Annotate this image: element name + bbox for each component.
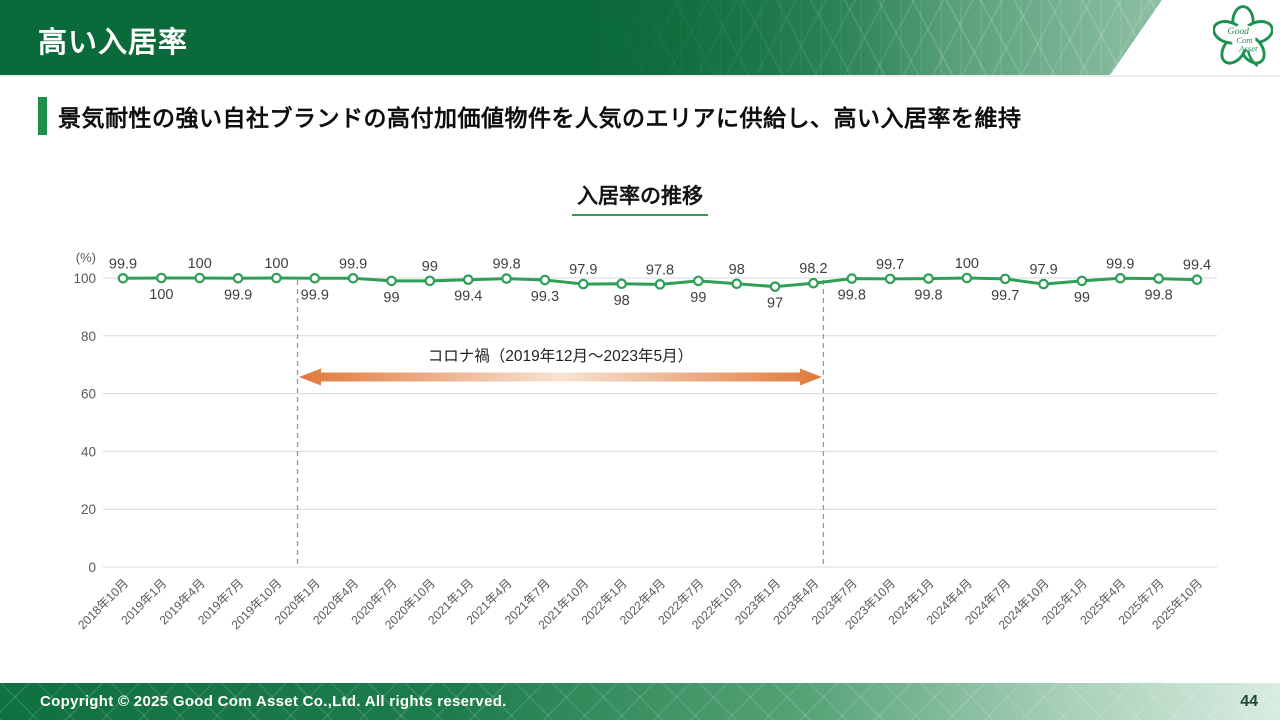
x-tick-label: 2018年10月: [75, 576, 131, 632]
page-title: 高い入居率: [38, 27, 189, 59]
data-point-label: 99.9: [109, 256, 137, 272]
data-point-label: 97.8: [646, 262, 674, 278]
data-point-marker: [232, 272, 244, 284]
data-point-label: 97: [767, 296, 783, 312]
y-tick-label: 100: [73, 271, 96, 286]
data-point-label: 98.2: [799, 261, 827, 277]
data-point-label: 99.4: [1183, 258, 1211, 274]
y-tick-label: 0: [88, 560, 96, 575]
data-point-label: 99.7: [876, 257, 904, 273]
data-point-label: 99.8: [1145, 288, 1173, 304]
data-point-marker: [769, 281, 781, 292]
data-point-marker: [1114, 272, 1126, 284]
data-point-label: 98: [729, 262, 745, 278]
accent-bar: [38, 97, 47, 135]
data-point-marker: [1038, 278, 1049, 290]
data-point-marker: [693, 275, 704, 287]
flower-icon: [1213, 5, 1273, 68]
data-point-label: 99.8: [492, 257, 520, 273]
data-point-marker: [156, 272, 167, 284]
data-point-marker: [616, 278, 627, 290]
data-point-marker: [347, 272, 359, 284]
data-point-marker: [539, 274, 551, 286]
logo-text-asset: Asset: [1238, 44, 1258, 54]
data-point-marker: [1153, 273, 1164, 284]
data-point-label: 100: [149, 287, 173, 303]
header-bar: 高い入居率 Good Com Asset: [0, 0, 1280, 77]
data-point-marker: [731, 278, 743, 290]
copyright-text: Copyright © 2025 Good Com Asset Co.,Ltd.…: [40, 693, 507, 710]
data-point-label: 99: [1074, 290, 1090, 306]
data-point-label: 99.9: [339, 256, 367, 272]
data-point-label: 99.9: [224, 287, 252, 303]
data-point-marker: [808, 277, 819, 289]
data-point-marker: [424, 275, 436, 287]
y-axis-unit-label: (%): [76, 250, 96, 265]
data-point-label: 99: [383, 290, 399, 306]
data-point-marker: [501, 273, 512, 284]
data-point-label: 99.8: [838, 288, 866, 304]
company-logo-icon: Good Com Asset: [1213, 5, 1273, 68]
data-point-marker: [1191, 274, 1203, 286]
covid-period-arrow: [299, 368, 822, 386]
data-point-marker: [846, 273, 858, 284]
page-number: 44: [1240, 693, 1258, 710]
data-point-label: 99.9: [301, 287, 329, 303]
logo-text-com: Com: [1236, 35, 1252, 45]
data-point-marker: [271, 272, 282, 284]
y-tick-label: 80: [81, 329, 96, 344]
data-point-marker: [309, 272, 321, 284]
footer-bar: Copyright © 2025 Good Com Asset Co.,Ltd.…: [0, 683, 1280, 720]
data-point-label: 99.4: [454, 289, 482, 305]
data-point-label: 100: [955, 256, 979, 272]
chart-title: 入居率の推移: [0, 180, 1280, 216]
data-point-label: 98: [614, 293, 630, 309]
y-tick-label: 60: [81, 387, 96, 402]
data-point-label: 97.9: [569, 262, 597, 278]
data-point-marker: [999, 273, 1011, 285]
data-point-marker: [462, 274, 474, 286]
data-point-marker: [923, 273, 934, 284]
data-point-marker: [117, 272, 129, 284]
data-point-label: 99.9: [1106, 256, 1134, 272]
key-message: 景気耐性の強い自社ブランドの高付加価値物件を人気のエリアに供給し、高い入居率を維…: [38, 97, 1022, 135]
chart-title-text: 入居率の推移: [572, 180, 708, 216]
y-tick-label: 20: [81, 502, 96, 517]
data-point-label: 99.3: [531, 289, 559, 305]
data-point-marker: [194, 272, 206, 284]
data-point-marker: [884, 273, 896, 285]
data-point-label: 99: [422, 259, 438, 275]
y-tick-label: 40: [81, 444, 96, 459]
data-point-label: 100: [188, 256, 212, 272]
data-point-marker: [577, 278, 589, 290]
data-point-marker: [654, 279, 666, 290]
data-point-marker: [961, 272, 973, 284]
data-point-label: 99.8: [914, 288, 942, 304]
data-point-label: 100: [264, 256, 288, 272]
key-message-text: 景気耐性の強い自社ブランドの高付加価値物件を人気のエリアに供給し、高い入居率を維…: [58, 105, 1022, 131]
data-point-marker: [1076, 275, 1088, 287]
logo-text-good: Good: [1228, 26, 1250, 37]
covid-annotation-label: コロナ禍（2019年12月～2023年5月）: [428, 347, 693, 365]
data-point-label: 97.9: [1029, 262, 1057, 278]
data-point-label: 99: [690, 290, 706, 306]
data-point-marker: [386, 275, 397, 287]
data-point-label: 99.7: [991, 288, 1019, 304]
